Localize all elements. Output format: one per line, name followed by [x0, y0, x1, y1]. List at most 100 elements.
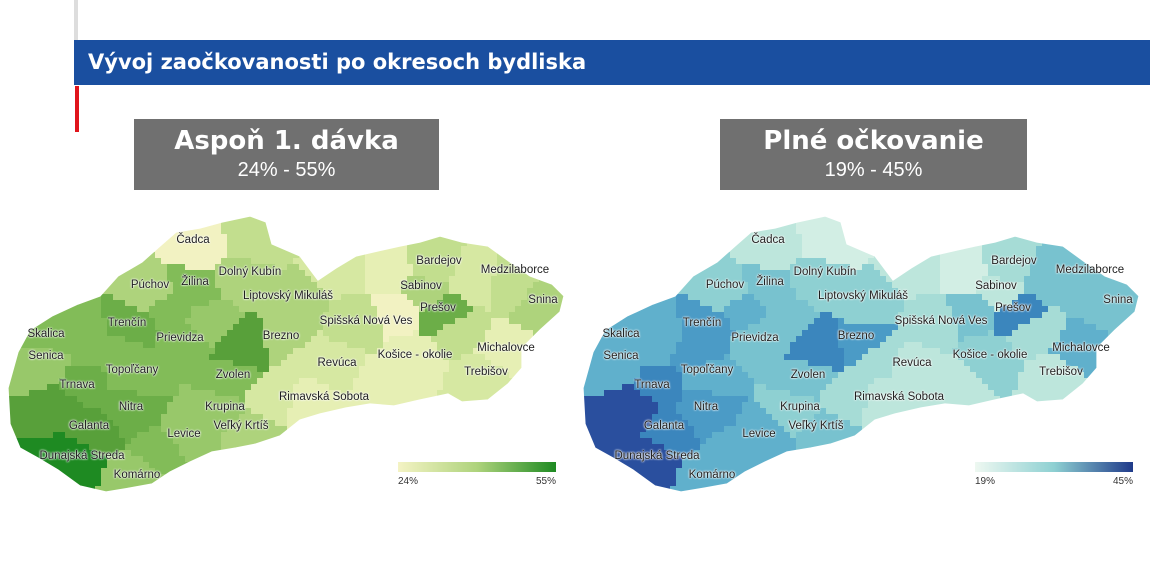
district-cell: [521, 252, 528, 259]
district-cell: [473, 330, 480, 337]
district-cell: [131, 450, 138, 457]
district-cell: [413, 426, 420, 433]
district-cell: [569, 492, 570, 499]
district-cell: [383, 372, 390, 379]
district-cell: [257, 486, 264, 492]
district-cell: [251, 498, 258, 500]
district-cell: [509, 354, 516, 361]
district-cell: [53, 366, 60, 373]
district-cell: [299, 354, 306, 361]
district-cell: [245, 240, 252, 247]
district-cell: [191, 336, 198, 343]
district-cell: [155, 234, 162, 241]
district-cell: [365, 216, 372, 223]
district-cell: [527, 486, 534, 492]
district-cell: [563, 474, 564, 481]
district-cell: [317, 312, 324, 319]
district-cell: [724, 216, 731, 217]
district-cell: [203, 426, 210, 433]
district-cell: [161, 396, 168, 403]
district-cell: [113, 366, 120, 373]
district-cell: [431, 348, 438, 355]
district-cell: [161, 306, 168, 313]
district-cell: [515, 336, 522, 343]
district-cell: [533, 432, 540, 439]
district-cell: [1072, 216, 1079, 223]
district-cell: [203, 468, 210, 475]
district-cell: [239, 474, 246, 481]
district-cell: [323, 402, 330, 409]
district-cell: [509, 216, 516, 223]
district-cell: [425, 360, 432, 367]
district-cell: [431, 390, 438, 397]
district-cell: [95, 264, 102, 271]
district-cell: [101, 342, 108, 349]
district-cell: [533, 216, 540, 217]
district-label: Galanta: [68, 420, 110, 432]
district-cell: [143, 228, 150, 235]
district-cell: [83, 216, 90, 217]
district-cell: [125, 306, 132, 313]
district-cell: [125, 234, 132, 241]
district-cell: [227, 300, 234, 307]
district-cell: [77, 474, 84, 481]
district-cell: [377, 288, 384, 295]
district-cell: [1006, 216, 1013, 217]
district-cell: [299, 432, 306, 439]
district-cell: [305, 408, 312, 415]
district-cell: [443, 270, 450, 277]
district-cell: [23, 384, 30, 391]
district-cell: [257, 336, 264, 343]
district-cell: [203, 366, 210, 373]
district-cell: [892, 222, 899, 229]
district-cell: [1132, 216, 1139, 217]
district-cell: [491, 408, 498, 415]
district-cell: [281, 348, 288, 355]
district-cell: [221, 270, 228, 277]
district-cell: [161, 270, 168, 277]
district-cell: [11, 258, 18, 265]
district-cell: [491, 348, 498, 355]
district-cell: [563, 372, 564, 379]
district-cell: [83, 474, 90, 481]
district-cell: [311, 372, 318, 379]
district-cell: [437, 366, 444, 373]
district-cell: [143, 444, 150, 451]
district-cell: [497, 486, 504, 492]
district-cell: [281, 318, 288, 325]
district-cell: [497, 366, 504, 373]
district-cell: [742, 222, 749, 229]
district-cell: [688, 216, 695, 217]
district-cell: [395, 330, 402, 337]
district-cell: [586, 222, 593, 229]
district-cell: [371, 474, 378, 481]
district-cell: [479, 420, 486, 427]
district-cell: [299, 498, 306, 500]
district-cell: [305, 330, 312, 337]
district-cell: [467, 450, 474, 457]
district-cell: [185, 372, 192, 379]
district-cell: [233, 264, 240, 271]
district-cell: [227, 222, 234, 229]
district-cell: [221, 456, 228, 463]
district-cell: [353, 450, 360, 457]
district-cell: [95, 270, 102, 277]
district-cell: [179, 270, 186, 277]
district-cell: [533, 450, 540, 457]
district-cell: [467, 216, 474, 217]
district-cell: [425, 384, 432, 391]
district-cell: [509, 306, 516, 313]
district-cell: [377, 330, 384, 337]
district-cell: [365, 432, 372, 439]
district-cell: [425, 336, 432, 343]
district-cell: [65, 216, 72, 217]
district-cell: [509, 264, 516, 271]
district-cell: [11, 426, 18, 433]
district-cell: [437, 270, 444, 277]
district-cell: [149, 420, 156, 427]
district-cell: [443, 312, 450, 319]
district-cell: [371, 396, 378, 403]
district-cell: [215, 216, 222, 217]
district-cell: [119, 498, 126, 500]
district-cell: [389, 336, 396, 343]
